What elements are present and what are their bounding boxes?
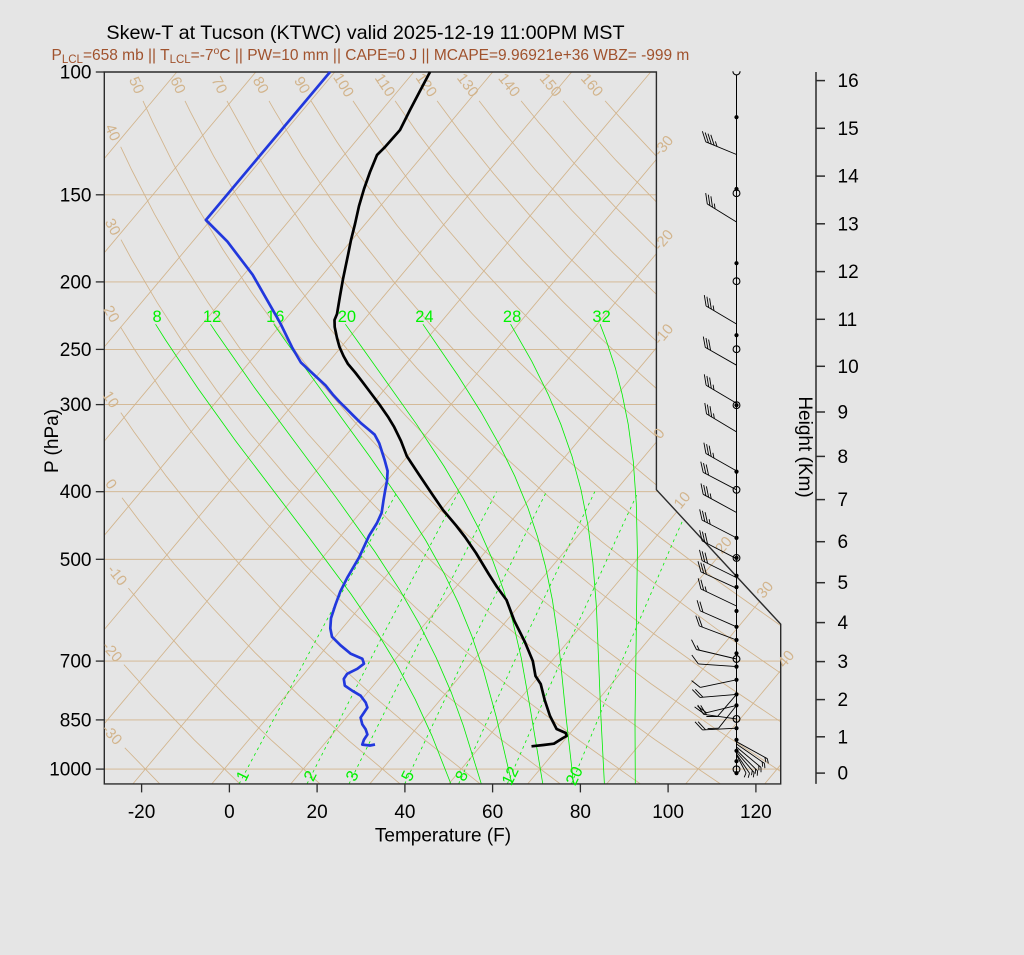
svg-text:0: 0: [224, 802, 235, 823]
svg-text:3: 3: [838, 652, 849, 673]
svg-text:16: 16: [838, 71, 859, 92]
svg-text:100: 100: [652, 802, 684, 823]
svg-text:28: 28: [503, 308, 521, 326]
svg-text:32: 32: [592, 308, 610, 326]
svg-text:11: 11: [838, 310, 858, 331]
svg-text:300: 300: [60, 395, 92, 416]
svg-text:P (hPa): P (hPa): [42, 409, 63, 473]
svg-text:Temperature (F): Temperature (F): [375, 826, 511, 847]
svg-text:6: 6: [838, 532, 849, 553]
svg-text:700: 700: [60, 652, 92, 673]
svg-text:15: 15: [838, 119, 859, 140]
svg-text:120: 120: [740, 802, 772, 823]
svg-text:-20: -20: [128, 802, 155, 823]
svg-text:250: 250: [60, 340, 92, 361]
svg-text:1: 1: [838, 727, 849, 748]
svg-text:0: 0: [838, 764, 849, 785]
svg-text:Skew-T at Tucson (KTWC) valid: Skew-T at Tucson (KTWC) valid 2025-12-19…: [106, 22, 624, 44]
svg-text:10: 10: [838, 357, 859, 378]
svg-text:9: 9: [838, 403, 849, 424]
svg-text:150: 150: [60, 185, 92, 206]
svg-text:40: 40: [394, 802, 415, 823]
svg-text:PLCL=658 mb || TLCL=-7oC || PW: PLCL=658 mb || TLCL=-7oC || PW=10 mm || …: [52, 45, 690, 66]
svg-text:7: 7: [838, 490, 849, 511]
svg-text:5: 5: [838, 573, 849, 594]
svg-text:80: 80: [570, 802, 591, 823]
svg-text:4: 4: [838, 613, 849, 634]
svg-text:12: 12: [838, 262, 859, 283]
svg-text:2: 2: [838, 690, 849, 711]
svg-text:1000: 1000: [49, 760, 91, 781]
svg-text:8: 8: [838, 447, 849, 468]
svg-text:500: 500: [60, 550, 92, 571]
svg-text:400: 400: [60, 482, 92, 503]
svg-text:60: 60: [482, 802, 503, 823]
svg-text:24: 24: [415, 308, 433, 326]
svg-text:20: 20: [338, 308, 356, 326]
svg-text:200: 200: [60, 272, 92, 293]
svg-text:20: 20: [307, 802, 328, 823]
svg-text:13: 13: [838, 214, 859, 235]
svg-text:8: 8: [153, 308, 162, 326]
svg-text:850: 850: [60, 710, 92, 731]
svg-text:Height (Km): Height (Km): [794, 396, 815, 497]
svg-text:14: 14: [838, 167, 860, 188]
svg-text:12: 12: [203, 308, 221, 326]
